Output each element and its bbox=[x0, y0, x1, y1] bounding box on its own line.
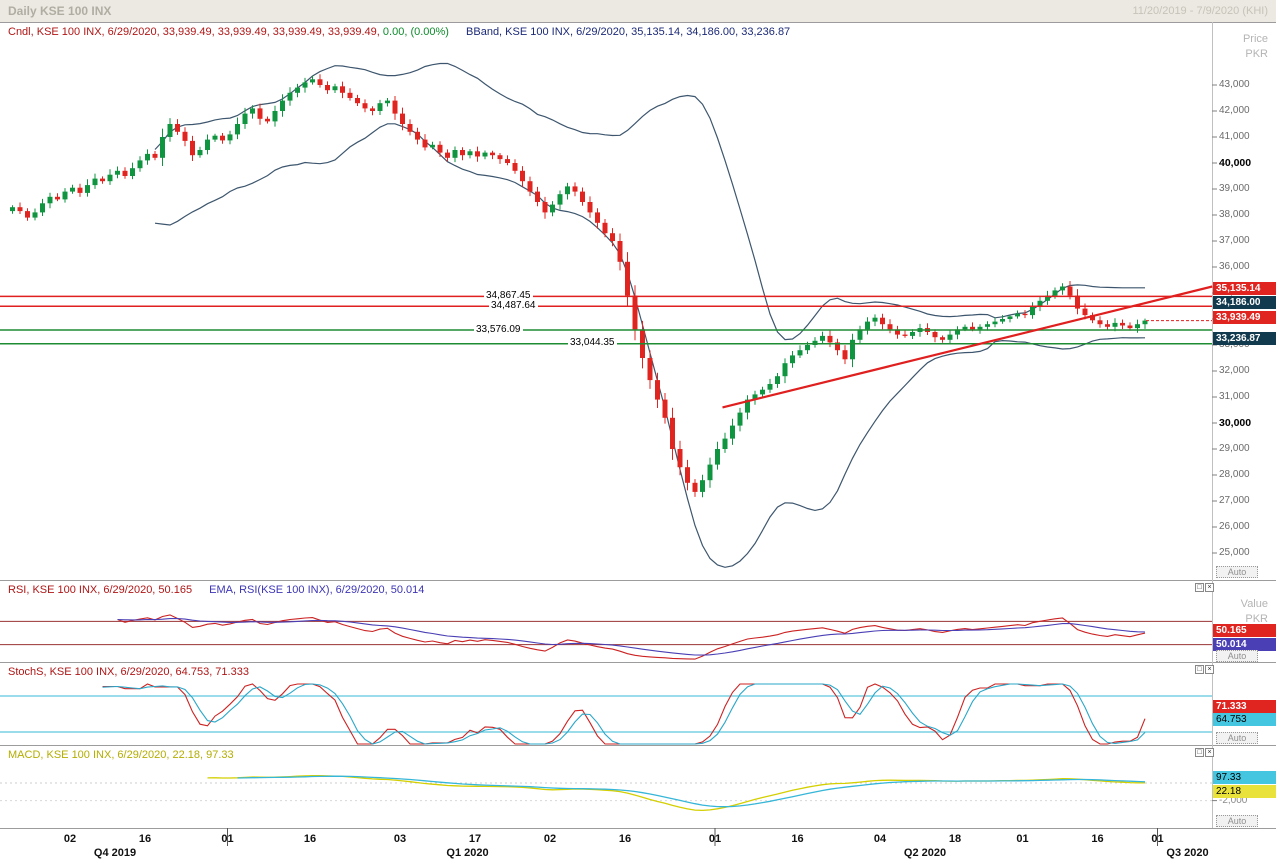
candle-change-legend: 0.00, (0.00%) bbox=[382, 26, 449, 38]
auto-scale-button-stoch[interactable]: Auto bbox=[1216, 732, 1258, 744]
level-label: 33,576.09 bbox=[474, 324, 523, 336]
rsi-legend-ema: EMA, RSI(KSE 100 INX), 6/29/2020, 50.014 bbox=[209, 584, 425, 596]
price-axis-unit: Price PKR bbox=[1243, 32, 1268, 62]
bband-lower-line bbox=[154, 123, 1146, 568]
rsi-close-button[interactable]: × bbox=[1205, 583, 1214, 592]
rsi-ema-line bbox=[117, 618, 1146, 656]
stoch-d-tag: 71.333 bbox=[1213, 700, 1276, 713]
bband-legend: BBand, KSE 100 INX, 6/29/2020, 35,135.14… bbox=[466, 26, 791, 38]
bband-upper-line bbox=[154, 62, 1145, 341]
candlesticks bbox=[10, 74, 1148, 498]
date-range-label: 11/20/2019 - 7/9/2020 (KHI) bbox=[1132, 5, 1268, 17]
macd-legend-text: MACD, KSE 100 INX, 6/29/2020, 22.18, 97.… bbox=[8, 749, 234, 761]
candle-legend: Cndl, KSE 100 INX, 6/29/2020, 33,939.49,… bbox=[8, 26, 380, 38]
level-label: 34,867.45 bbox=[484, 290, 533, 302]
macd-plot bbox=[0, 774, 1217, 812]
quarter-separators bbox=[227, 828, 1158, 846]
last-price-tag: 33,939.49 bbox=[1213, 311, 1276, 324]
stoch-close-button[interactable]: × bbox=[1205, 665, 1214, 674]
macd-restore-button[interactable]: □ bbox=[1195, 748, 1204, 757]
restore-icon: □ bbox=[1197, 749, 1202, 756]
rsi-value-tag: 50.165 bbox=[1213, 624, 1276, 637]
close-icon: × bbox=[1207, 666, 1212, 673]
value-axis-unit-bottom: PKR bbox=[1245, 613, 1268, 625]
macd-gridline-label: -2,000 bbox=[1219, 795, 1248, 806]
bband-middle-tag: 34,186.00 bbox=[1213, 296, 1276, 309]
chart-title: Daily KSE 100 INX bbox=[8, 4, 112, 18]
window-titlebar[interactable]: Daily KSE 100 INX 11/20/2019 - 7/9/2020 … bbox=[0, 0, 1276, 22]
auto-scale-button-rsi[interactable]: Auto bbox=[1216, 650, 1258, 662]
auto-scale-button-main[interactable]: Auto bbox=[1216, 566, 1258, 578]
value-axis-unit-top: Value bbox=[1240, 598, 1268, 610]
rsi-restore-button[interactable]: □ bbox=[1195, 583, 1204, 592]
bollinger-bands bbox=[154, 62, 1146, 568]
restore-icon: □ bbox=[1197, 584, 1202, 591]
close-icon: × bbox=[1207, 584, 1212, 591]
stoch-d-line bbox=[102, 683, 1146, 745]
rsi-line bbox=[117, 614, 1146, 660]
macd-signal-tag: 97.33 bbox=[1213, 771, 1276, 784]
time-axis[interactable] bbox=[0, 829, 1212, 863]
macd-legend: MACD, KSE 100 INX, 6/29/2020, 22.18, 97.… bbox=[8, 749, 234, 761]
restore-icon: □ bbox=[1197, 666, 1202, 673]
level-label: 34,487.64 bbox=[489, 300, 538, 312]
panel-dividers bbox=[0, 22, 1276, 829]
auto-scale-button-macd[interactable]: Auto bbox=[1216, 815, 1258, 827]
rsi-legend: RSI, KSE 100 INX, 6/29/2020, 50.165 EMA,… bbox=[8, 584, 424, 596]
bband-upper-tag: 35,135.14 bbox=[1213, 282, 1276, 295]
stoch-k-tag: 64.753 bbox=[1213, 713, 1276, 726]
macd-value-tag: 22.18 bbox=[1213, 785, 1276, 798]
trendline[interactable] bbox=[722, 285, 1213, 409]
stoch-restore-button[interactable]: □ bbox=[1195, 665, 1204, 674]
stoch-legend: StochS, KSE 100 INX, 6/29/2020, 64.753, … bbox=[8, 666, 249, 678]
macd-close-button[interactable]: × bbox=[1205, 748, 1214, 757]
close-icon: × bbox=[1207, 749, 1212, 756]
main-legend: Cndl, KSE 100 INX, 6/29/2020, 33,939.49,… bbox=[8, 26, 790, 38]
bband-lower-tag: 33,236.87 bbox=[1213, 332, 1276, 345]
price-axis-ticks bbox=[1212, 84, 1217, 554]
value-axis-unit: Value PKR bbox=[1241, 597, 1268, 627]
stochastic-plot bbox=[0, 683, 1212, 745]
level-label: 33,044.35 bbox=[568, 337, 617, 349]
rsi-legend-main: RSI, KSE 100 INX, 6/29/2020, 50.165 bbox=[8, 584, 193, 596]
macd-signal-line bbox=[237, 775, 1146, 808]
price-axis-unit-top: Price bbox=[1242, 33, 1268, 45]
price-axis-unit-bottom: PKR bbox=[1245, 48, 1268, 60]
stoch-legend-text: StochS, KSE 100 INX, 6/29/2020, 64.753, … bbox=[8, 666, 249, 678]
stoch-k-line bbox=[102, 683, 1146, 745]
rsi-plot bbox=[0, 614, 1212, 660]
rsi-ema-tag: 50.014 bbox=[1213, 638, 1276, 651]
